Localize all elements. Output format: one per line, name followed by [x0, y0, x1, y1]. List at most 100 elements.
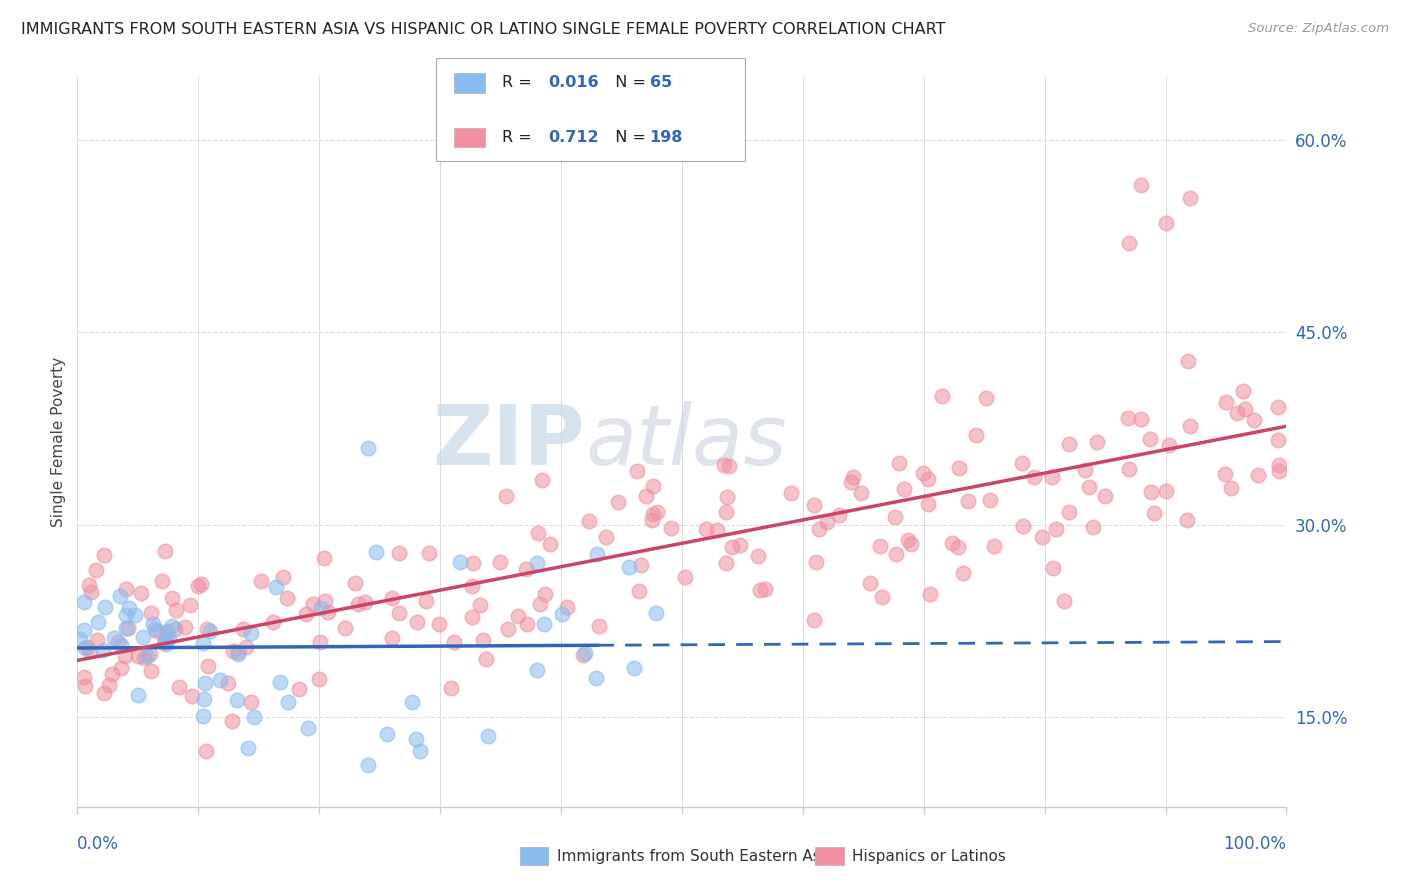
- Point: [73, 623, 96, 637]
- Point: [226, 647, 249, 661]
- Point: [156, 626, 179, 640]
- Point: [288, 681, 311, 696]
- Point: [343, 576, 366, 591]
- Point: [375, 727, 398, 741]
- Point: [405, 615, 427, 629]
- Point: [515, 562, 537, 576]
- Point: [217, 676, 239, 690]
- Point: [641, 507, 664, 521]
- Point: [155, 543, 177, 558]
- Y-axis label: Single Female Poverty: Single Female Poverty: [51, 357, 66, 526]
- Point: [842, 470, 865, 484]
- Point: [108, 589, 131, 603]
- Point: [1116, 411, 1139, 425]
- Point: [449, 555, 471, 569]
- Point: [946, 540, 969, 554]
- Point: [276, 591, 298, 605]
- Point: [957, 493, 980, 508]
- Point: [155, 637, 177, 651]
- Point: [695, 523, 717, 537]
- Text: ZIP: ZIP: [433, 401, 585, 482]
- Point: [1139, 485, 1161, 500]
- Point: [1057, 437, 1080, 451]
- Point: [79, 644, 101, 658]
- Text: 0.712: 0.712: [548, 130, 599, 145]
- Point: [190, 576, 212, 591]
- Point: [409, 744, 432, 758]
- Point: [262, 615, 284, 630]
- Point: [129, 586, 152, 600]
- Point: [77, 578, 100, 592]
- Point: [1154, 216, 1177, 230]
- Point: [1267, 433, 1289, 447]
- Point: [308, 635, 330, 649]
- Point: [585, 671, 607, 685]
- Point: [1268, 464, 1291, 478]
- Point: [226, 645, 249, 659]
- Text: R =: R =: [502, 76, 537, 90]
- Point: [165, 602, 187, 616]
- Point: [312, 551, 335, 566]
- Text: Hispanics or Latinos: Hispanics or Latinos: [852, 849, 1005, 863]
- Point: [472, 632, 495, 647]
- Point: [897, 533, 920, 548]
- Point: [1118, 462, 1140, 476]
- Point: [94, 599, 117, 614]
- Point: [496, 623, 519, 637]
- Point: [167, 680, 190, 694]
- Point: [194, 675, 217, 690]
- Point: [277, 695, 299, 709]
- Point: [93, 548, 115, 562]
- Point: [706, 523, 728, 537]
- Point: [952, 566, 974, 580]
- Point: [779, 486, 801, 500]
- Point: [191, 709, 214, 723]
- Point: [1178, 191, 1201, 205]
- Point: [316, 606, 339, 620]
- Point: [489, 555, 512, 569]
- Point: [354, 594, 377, 608]
- Point: [114, 582, 136, 596]
- Point: [347, 597, 370, 611]
- Point: [641, 513, 664, 527]
- Point: [461, 609, 484, 624]
- Text: 0.0%: 0.0%: [77, 836, 120, 854]
- Text: 198: 198: [650, 130, 683, 145]
- Point: [673, 569, 696, 583]
- Point: [1243, 413, 1265, 427]
- Text: Source: ZipAtlas.com: Source: ZipAtlas.com: [1249, 22, 1389, 36]
- Point: [87, 615, 110, 629]
- Point: [174, 620, 197, 634]
- Point: [1130, 412, 1153, 426]
- Point: [804, 555, 827, 569]
- Point: [941, 536, 963, 550]
- Point: [1081, 520, 1104, 534]
- Point: [1045, 522, 1067, 536]
- Point: [948, 461, 970, 475]
- Point: [460, 578, 482, 592]
- Text: 65: 65: [650, 76, 672, 90]
- Point: [475, 651, 498, 665]
- Point: [538, 536, 561, 550]
- Point: [747, 549, 769, 564]
- Point: [239, 626, 262, 640]
- Point: [974, 391, 997, 405]
- Point: [572, 648, 595, 662]
- Point: [381, 631, 404, 645]
- Point: [401, 695, 423, 709]
- Point: [86, 632, 108, 647]
- Text: IMMIGRANTS FROM SOUTH EASTERN ASIA VS HISPANIC OR LATINO SINGLE FEMALE POVERTY C: IMMIGRANTS FROM SOUTH EASTERN ASIA VS HI…: [21, 22, 946, 37]
- Point: [388, 546, 411, 560]
- Point: [427, 617, 450, 632]
- Point: [222, 644, 245, 658]
- Point: [295, 607, 318, 621]
- Point: [1094, 489, 1116, 503]
- Point: [893, 482, 915, 496]
- Text: N =: N =: [605, 76, 651, 90]
- Point: [198, 624, 221, 639]
- Point: [1247, 468, 1270, 483]
- Point: [146, 624, 169, 638]
- Point: [1157, 438, 1180, 452]
- Point: [754, 582, 776, 596]
- Point: [197, 658, 219, 673]
